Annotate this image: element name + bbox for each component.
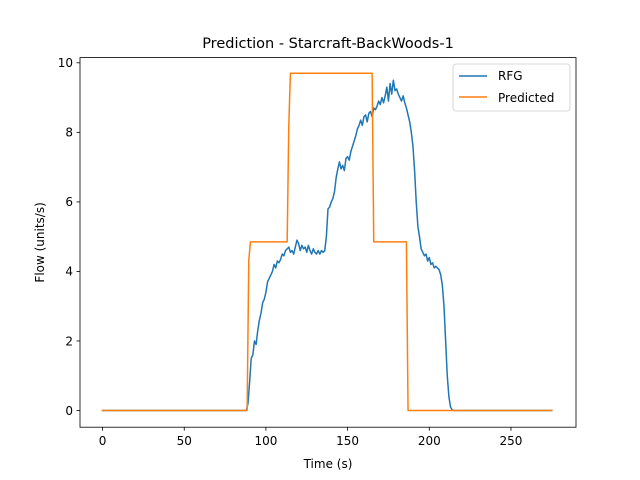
plot-area [80,57,576,428]
y-tick-label: 6 [65,195,73,209]
y-axis: 0 2 4 6 8 10 [58,56,80,418]
x-tick-label: 0 [99,434,107,448]
x-tick-label: 50 [177,434,192,448]
y-tick-label: 0 [65,404,73,418]
x-tick-label: 150 [336,434,359,448]
x-tick-label: 100 [254,434,277,448]
x-axis-label: Time (s) [303,457,353,471]
y-tick-label: 4 [65,265,73,279]
plot-frame [79,57,577,428]
legend-label-predicted: Predicted [498,91,554,105]
y-tick-label: 10 [58,56,73,70]
y-axis-label: Flow (units/s) [33,202,47,282]
y-tick-label: 8 [65,126,73,140]
x-tick-label: 250 [500,434,523,448]
series-line-rfg [101,79,553,412]
legend-label-rfg: RFG [498,69,523,83]
chart-title: Prediction - Starcraft-BackWoods-1 [202,36,454,52]
x-axis: 0 50 100 150 200 250 [99,427,523,448]
x-tick-label: 200 [418,434,441,448]
legend: RFG Predicted [452,63,571,112]
series-layer [101,72,553,412]
series-line-predicted [101,72,553,412]
y-tick-label: 2 [65,334,73,348]
